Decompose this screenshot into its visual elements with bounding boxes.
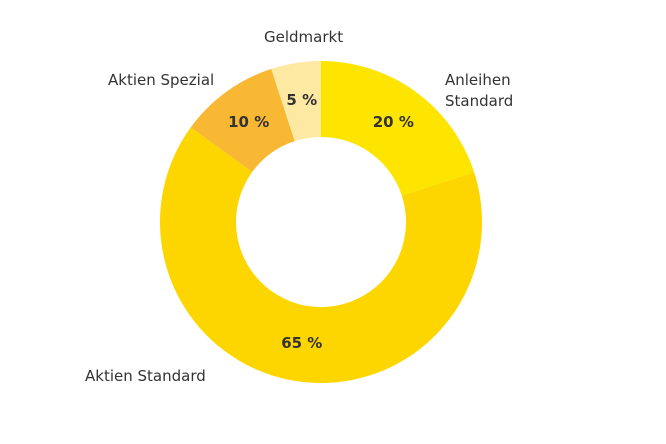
donut-slice bbox=[159, 127, 483, 384]
donut-slice bbox=[271, 61, 321, 142]
category-label: Aktien Standard bbox=[85, 367, 206, 385]
value-label: 65 % bbox=[281, 334, 322, 352]
donut-slice bbox=[190, 68, 295, 173]
donut-slice bbox=[321, 61, 475, 196]
value-label: 20 % bbox=[373, 113, 414, 131]
value-label: 5 % bbox=[286, 91, 317, 109]
category-label: Anleihen Standard bbox=[445, 71, 514, 110]
category-label: Geldmarkt bbox=[264, 28, 344, 46]
value-label: 10 % bbox=[228, 113, 269, 131]
category-label: Aktien Spezial bbox=[108, 71, 215, 89]
